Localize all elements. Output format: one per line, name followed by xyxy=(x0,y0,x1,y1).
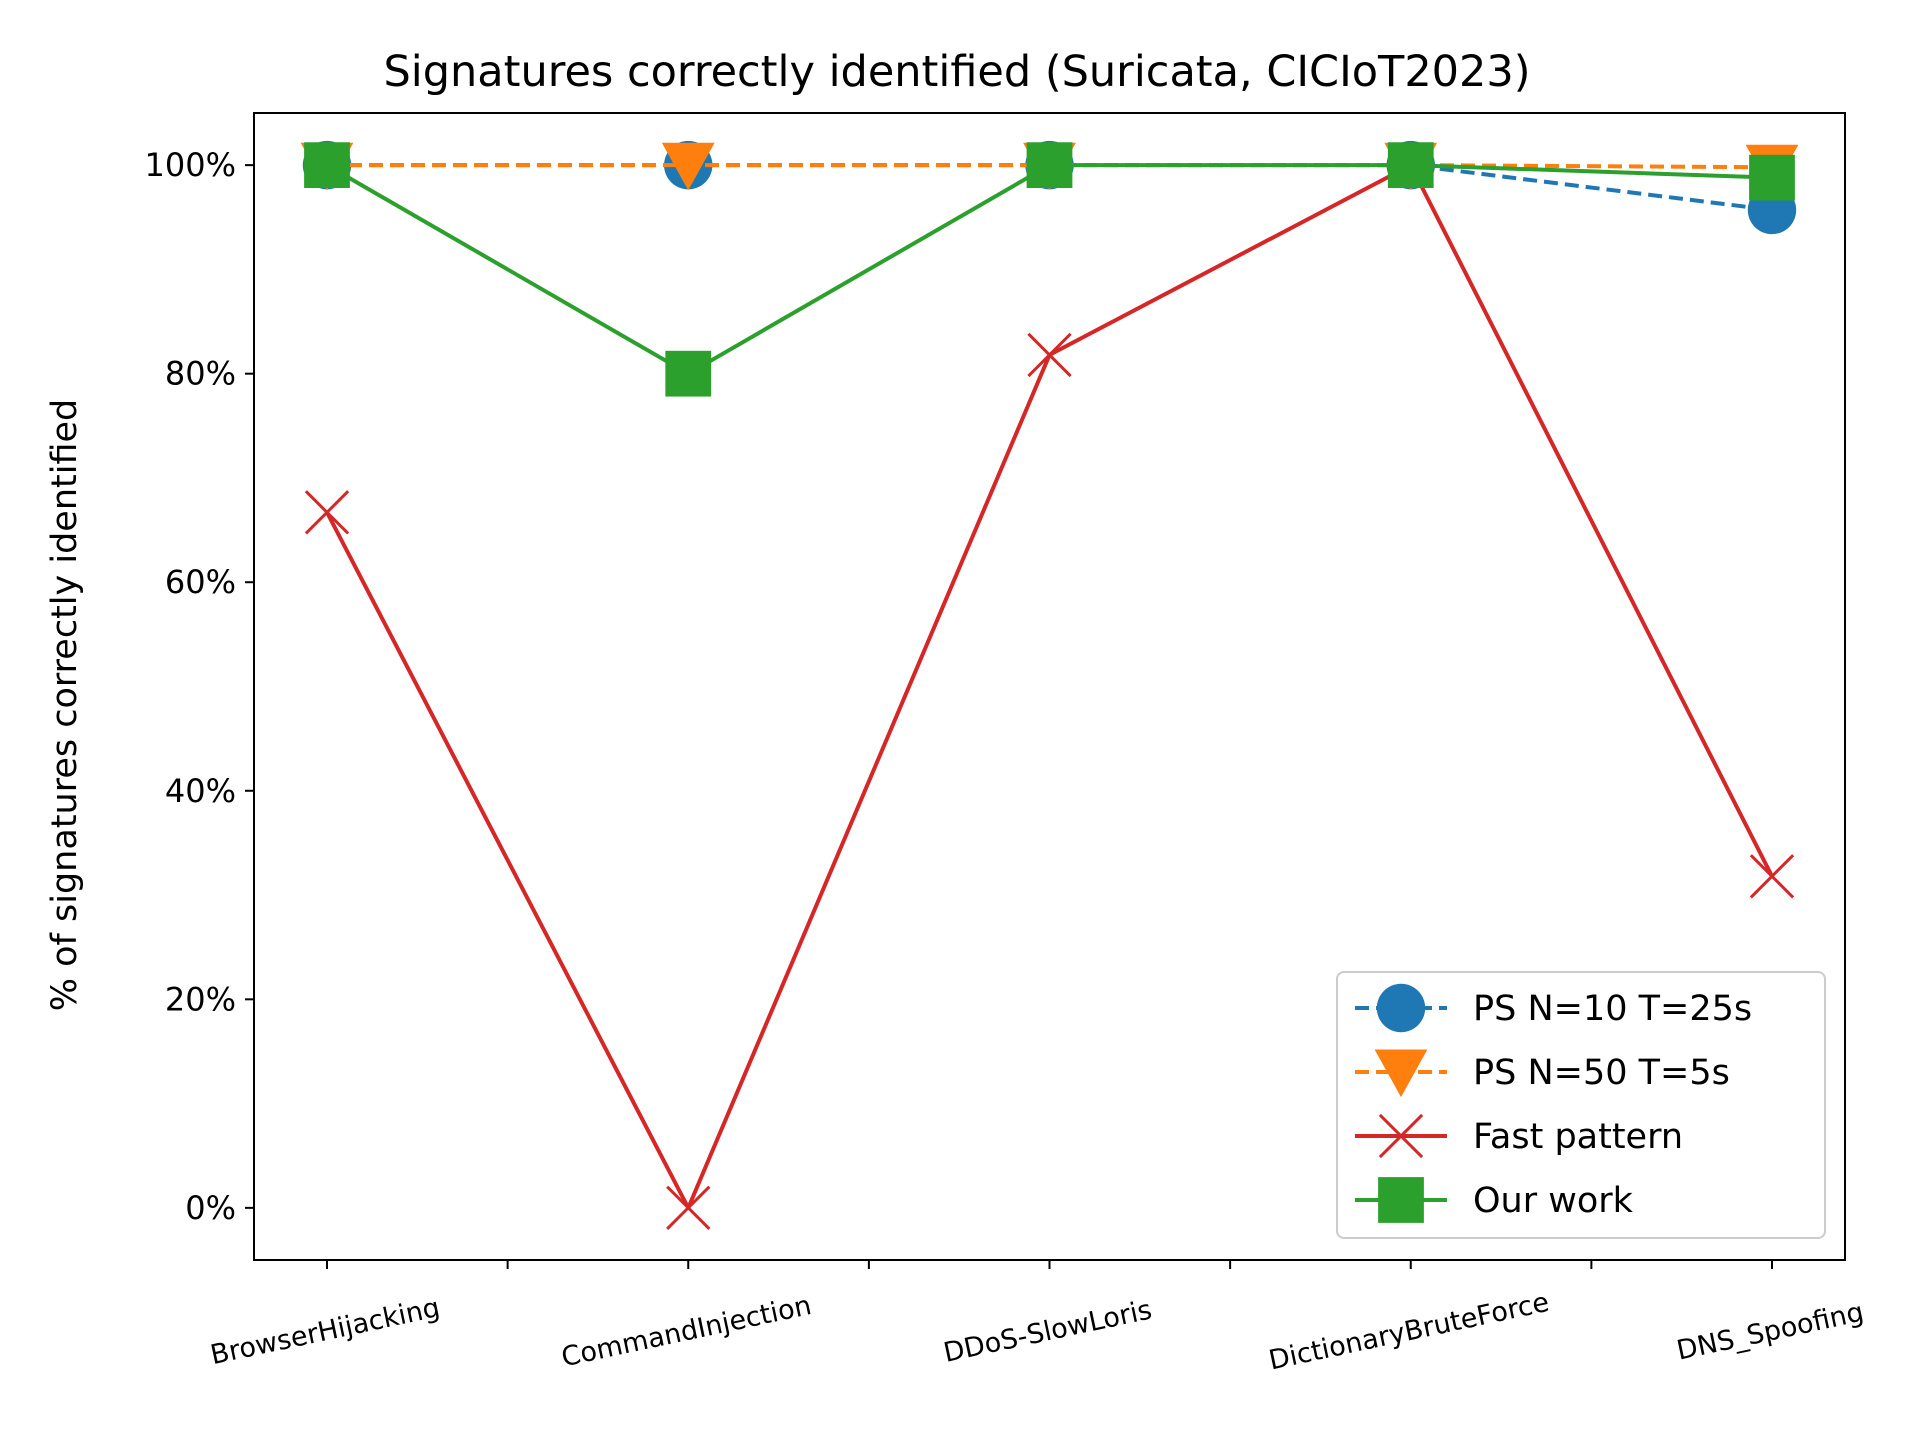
legend-label: PS N=50 T=5s xyxy=(1473,1053,1730,1093)
chart-title: Signatures correctly identified (Suricat… xyxy=(383,47,1530,97)
data-point-x xyxy=(1027,332,1072,378)
data-point-triangle xyxy=(1374,1049,1428,1098)
y-tick-label: 60% xyxy=(165,563,236,601)
series-3 xyxy=(304,142,1795,397)
data-point-square xyxy=(1378,1177,1424,1223)
data-point-x xyxy=(304,490,350,535)
legend-label: Fast pattern xyxy=(1473,1117,1683,1157)
data-point-square xyxy=(1026,142,1073,189)
series-line xyxy=(326,163,1773,376)
legend-label: PS N=10 T=25s xyxy=(1473,989,1752,1029)
y-tick-label: 20% xyxy=(165,980,236,1018)
x-tick-label: BrowserHijacking xyxy=(208,1292,443,1371)
y-tick-label: 80% xyxy=(165,355,236,393)
x-tick-label: DNS_Spoofing xyxy=(1674,1297,1866,1367)
data-point-triangle xyxy=(661,142,715,191)
data-point-square xyxy=(1387,142,1434,189)
x-tick-label: CommandInjection xyxy=(559,1290,814,1373)
data-point-x xyxy=(1749,854,1795,899)
y-tick-label: 40% xyxy=(165,772,236,810)
legend-box xyxy=(1336,971,1826,1239)
legend-label: Our work xyxy=(1473,1181,1634,1221)
series-layer xyxy=(300,140,1799,1231)
data-point-x xyxy=(666,1185,711,1231)
y-tick-label: 100% xyxy=(145,146,236,184)
y-tick-label: 0% xyxy=(185,1189,236,1227)
data-point-circle xyxy=(1376,983,1426,1033)
x-tick-label: DDoS-SlowLoris xyxy=(941,1294,1155,1368)
x-tick-label: DictionaryBruteForce xyxy=(1266,1287,1552,1377)
legend: PS N=10 T=25s PS N=50 T=5s Fast pattern Our… xyxy=(1336,971,1826,1239)
data-point-square xyxy=(665,350,712,397)
data-point-x xyxy=(1378,1113,1424,1159)
y-axis-label: % of signatures correctly identified xyxy=(45,399,85,1011)
data-point-square xyxy=(304,142,350,189)
data-point-square xyxy=(1749,154,1795,201)
